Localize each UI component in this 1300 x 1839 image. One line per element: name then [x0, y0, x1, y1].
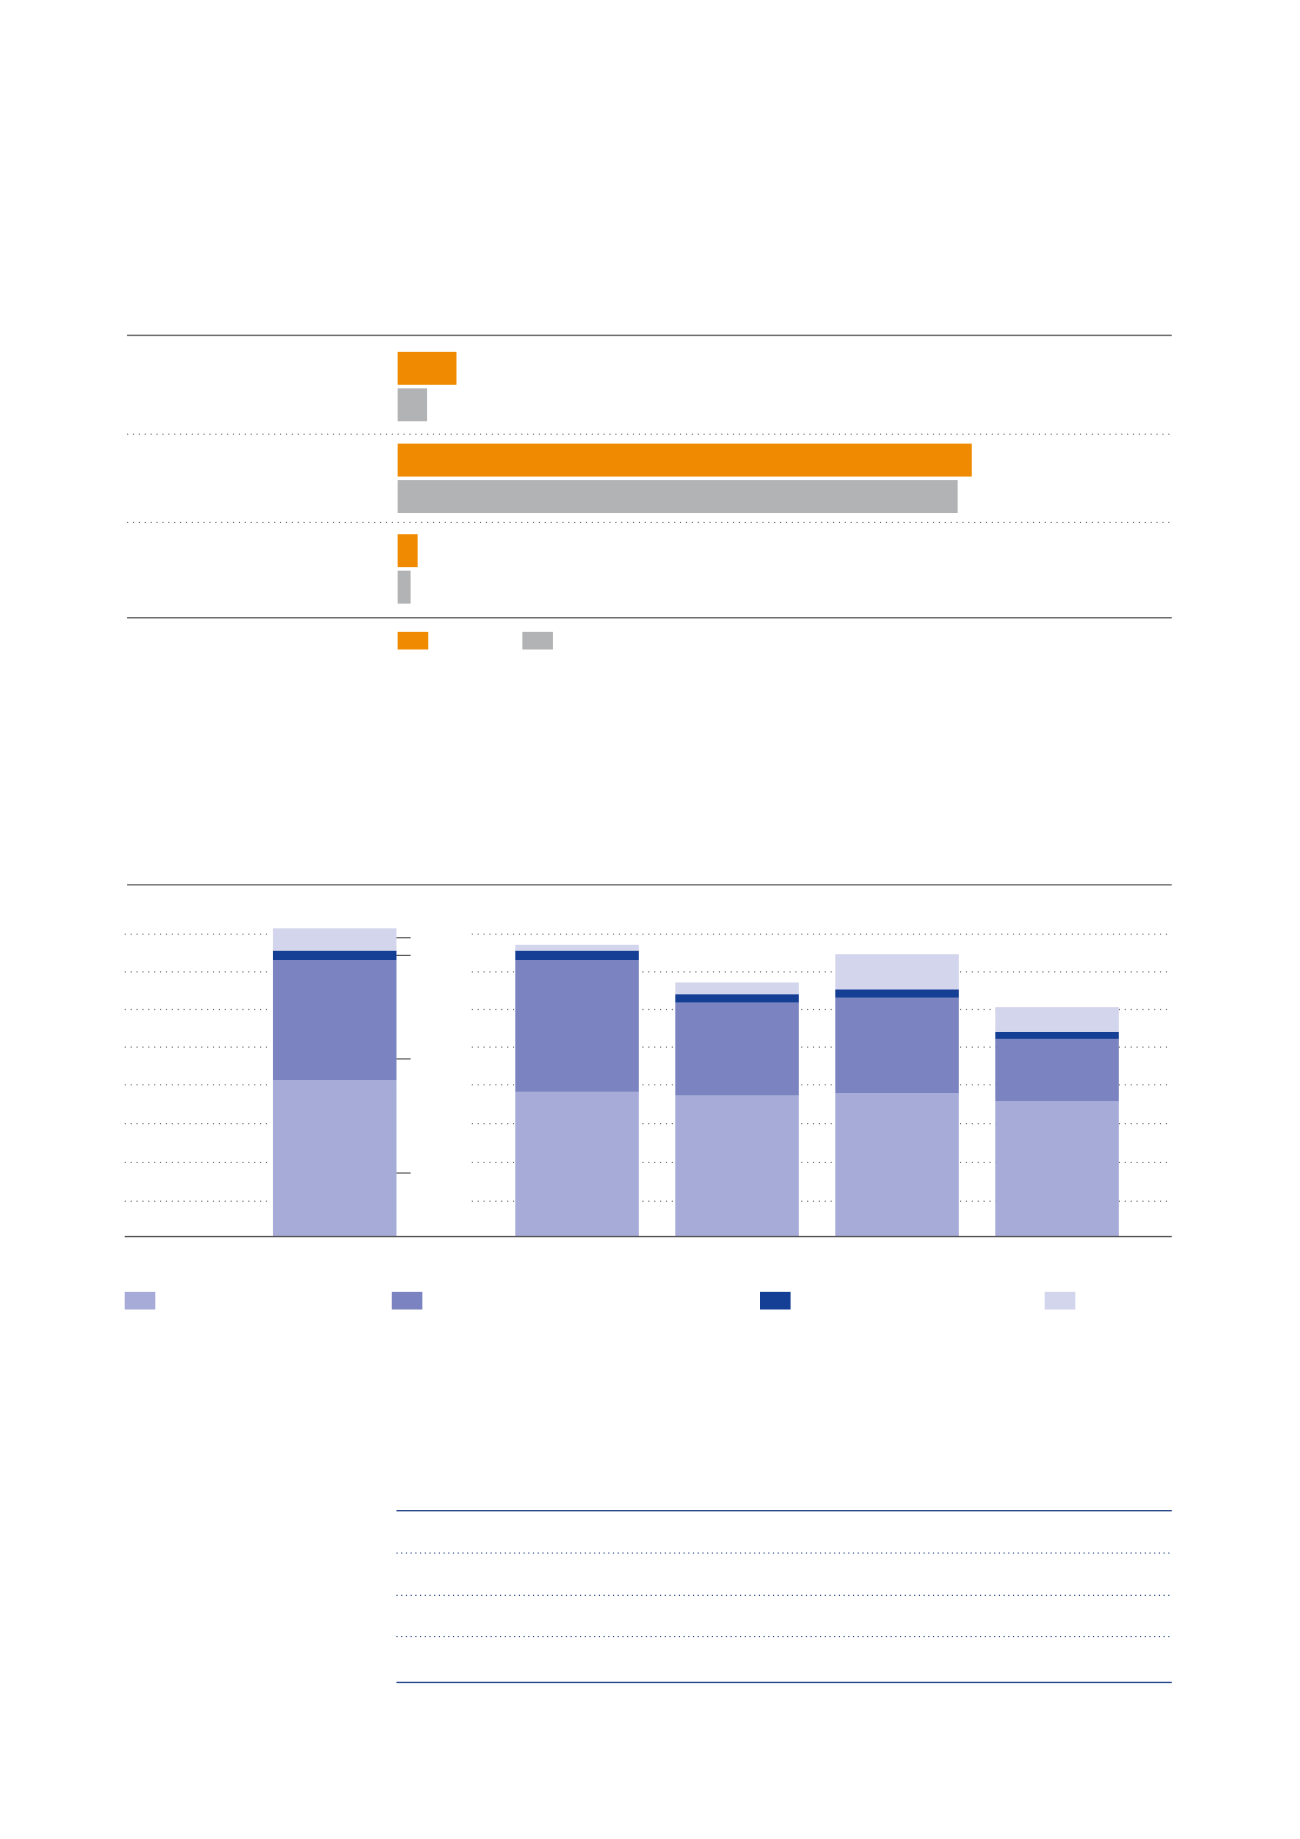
bar-segment	[272, 960, 397, 1081]
bar-segment	[675, 1002, 799, 1096]
bar-segment	[272, 928, 397, 951]
bar-segment	[835, 997, 959, 1094]
bar	[397, 534, 418, 568]
bar	[397, 388, 428, 422]
bar-segment	[835, 954, 959, 990]
bar-segment	[995, 1038, 1119, 1102]
bar	[397, 351, 457, 385]
legend-swatch	[760, 1291, 791, 1310]
bar-segment	[272, 950, 397, 961]
bar-segment	[515, 950, 639, 961]
bar-segment	[675, 1095, 799, 1237]
bar-segment	[515, 944, 639, 951]
bar-segment	[995, 1007, 1119, 1032]
legend-swatch	[1044, 1291, 1076, 1310]
bar	[397, 570, 411, 604]
legend-swatch	[124, 1291, 156, 1310]
bar-segment	[835, 1093, 959, 1237]
bar-segment	[272, 1080, 397, 1237]
bar-segment	[675, 994, 799, 1003]
bar-segment	[515, 960, 639, 1092]
bar-segment	[995, 1101, 1119, 1237]
bar-segment	[675, 982, 799, 995]
legend-swatch	[522, 631, 553, 650]
legend-swatch	[397, 631, 429, 650]
bar-segment	[835, 989, 959, 998]
bar-segment	[515, 1091, 639, 1237]
legend-swatch	[391, 1291, 423, 1310]
bar	[397, 443, 972, 477]
bar-segment	[995, 1031, 1119, 1039]
axis-break-ticks	[396, 937, 411, 1174]
bar	[397, 480, 958, 514]
